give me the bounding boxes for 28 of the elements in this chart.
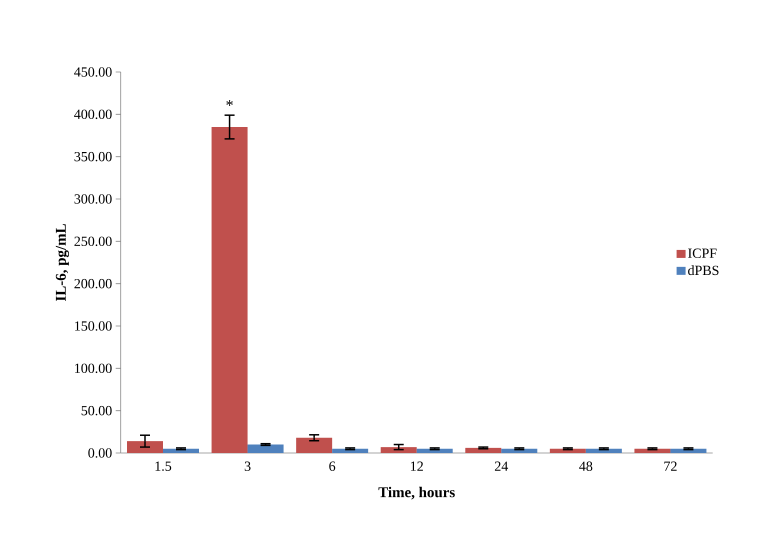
y-tick-label: 450.00 (74, 67, 112, 77)
x-axis-title: Time, hours (378, 486, 455, 500)
bar (465, 448, 502, 453)
x-tick-label: 72 (664, 462, 677, 471)
annotation: * (226, 100, 233, 106)
bar (212, 127, 248, 453)
y-tick-label: 350.00 (74, 152, 112, 162)
y-axis-title: IL-6, pg/mL (56, 224, 69, 302)
bar (380, 447, 417, 453)
y-tick-label: 300.00 (74, 194, 112, 204)
x-tick-label: 3 (244, 462, 251, 471)
y-tick-label: 200.00 (74, 278, 112, 288)
y-tick-label: 100.00 (75, 364, 112, 374)
y-tick-label: 150.00 (75, 321, 112, 331)
x-tick-label: 6 (329, 462, 336, 471)
legend-label: ICPF (688, 248, 717, 258)
y-tick-label: 50.00 (82, 406, 112, 416)
x-tick-label: 24 (494, 462, 508, 471)
x-tick-label: 12 (410, 462, 423, 471)
y-tick-label: 400.00 (74, 110, 112, 120)
y-tick-label: 0.00 (88, 448, 112, 458)
bar (296, 438, 332, 453)
bar (248, 444, 284, 453)
legend-label: dPBS (688, 265, 719, 276)
bar (127, 441, 163, 453)
x-tick-label: 1.5 (156, 462, 172, 471)
x-tick-label: 48 (579, 462, 592, 471)
y-tick-label: 250.00 (74, 236, 112, 246)
